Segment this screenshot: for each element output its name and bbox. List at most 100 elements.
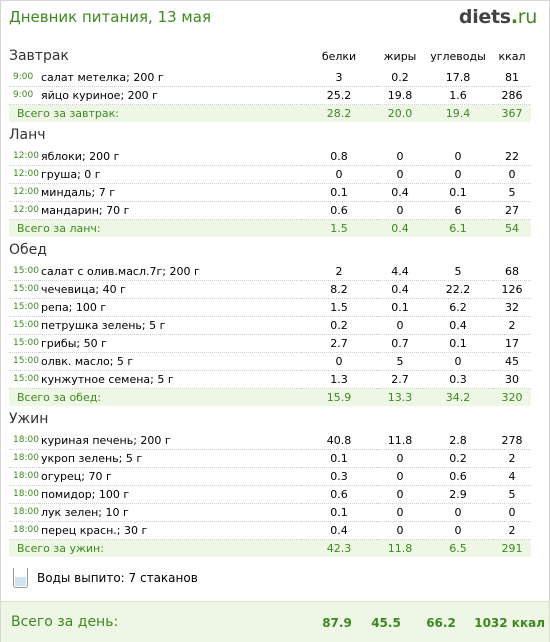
meals-table: Завтрак белки жиры углеводы ккал 9:00 салат ме… <box>9 43 532 557</box>
meal-title: Ужин <box>9 411 49 427</box>
food-fats: 0.7 <box>377 334 424 353</box>
meal-total-carbs: 6.1 <box>423 219 494 237</box>
meal-total-kcal: 367 <box>493 104 532 122</box>
food-row[interactable]: 15:00 репа; 100 г 1.5 0.1 6.2 32 <box>9 298 532 317</box>
food-proteins: 1.5 <box>301 298 378 317</box>
meal-total-row: Всего за ужин: 42.3 11.8 6.5 291 <box>9 539 532 557</box>
food-name: петрушка зелень; 5 г <box>39 316 302 335</box>
food-kcal: 5 <box>493 183 532 202</box>
page-title: Дневник питания, 13 мая <box>9 8 211 26</box>
meal-total-proteins: 15.9 <box>301 388 378 406</box>
food-row[interactable]: 15:00 олвк. масло; 5 г 0 5 0 45 <box>9 352 532 371</box>
food-name: репа; 100 г <box>39 298 302 317</box>
meal-total-proteins: 1.5 <box>301 219 378 237</box>
food-proteins: 1.3 <box>301 370 378 389</box>
food-proteins: 0.6 <box>301 201 378 220</box>
logo-dot: . <box>510 6 518 28</box>
food-carbs: 0 <box>423 503 494 522</box>
food-carbs: 2.8 <box>423 432 494 450</box>
food-kcal: 27 <box>493 201 532 220</box>
column-carbs: углеводы <box>430 49 486 63</box>
food-row[interactable]: 18:00 куриная печень; 200 г 40.8 11.8 2.8 278 <box>9 432 532 450</box>
day-total-bar: Всего за день: 87.9 45.5 66.2 1032 ккал <box>1 601 549 642</box>
day-total-fats: 45.5 <box>371 616 401 630</box>
food-kcal: 17 <box>493 334 532 353</box>
site-logo[interactable]: diets.ru <box>459 6 537 28</box>
food-row[interactable]: 12:00 миндаль; 7 г 0.1 0.4 0.1 5 <box>9 183 532 202</box>
food-time: 15:00 <box>9 334 39 353</box>
food-fats: 0.1 <box>377 298 424 317</box>
water-text: Воды выпито: 7 стаканов <box>37 571 198 585</box>
food-kcal: 22 <box>493 148 532 166</box>
food-row[interactable]: 9:00 салат метелка; 200 г 3 0.2 17.8 81 <box>9 69 532 87</box>
food-kcal: 126 <box>493 280 532 299</box>
food-name: укроп зелень; 5 г <box>39 449 302 468</box>
food-row[interactable]: 15:00 кунжутное семена; 5 г 1.3 2.7 0.3 30 <box>9 370 532 389</box>
food-proteins: 0.2 <box>301 316 378 335</box>
food-carbs: 0.2 <box>423 449 494 468</box>
header-spacer <box>301 122 531 148</box>
food-time: 15:00 <box>9 352 39 371</box>
meal-total-proteins: 28.2 <box>301 104 378 122</box>
food-time: 18:00 <box>9 521 39 540</box>
food-row[interactable]: 18:00 перец красн.; 30 г 0.4 0 0 2 <box>9 521 532 540</box>
food-row[interactable]: 12:00 яблоки; 200 г 0.8 0 0 22 <box>9 148 532 166</box>
meal-total-row: Всего за завтрак: 28.2 20.0 19.4 367 <box>9 104 532 122</box>
food-name: яблоки; 200 г <box>39 148 302 166</box>
food-fats: 0.2 <box>377 69 424 87</box>
food-carbs: 1.6 <box>423 86 494 105</box>
food-fats: 0 <box>377 485 424 504</box>
meal-title: Обед <box>9 242 47 258</box>
food-kcal: 2 <box>493 449 532 468</box>
food-fats: 0.4 <box>377 280 424 299</box>
food-time: 12:00 <box>9 148 39 166</box>
food-carbs: 6.2 <box>423 298 494 317</box>
food-carbs: 6 <box>423 201 494 220</box>
food-time: 15:00 <box>9 298 39 317</box>
food-proteins: 0.4 <box>301 521 378 540</box>
food-time: 9:00 <box>9 69 39 87</box>
food-name: перец красн.; 30 г <box>39 521 302 540</box>
food-name: салат с олив.масл.7г; 200 г <box>39 263 302 281</box>
meal-total-fats: 20.0 <box>377 104 424 122</box>
food-fats: 0 <box>377 165 424 184</box>
meal-header-row: Обед <box>9 237 531 263</box>
food-fats: 19.8 <box>377 86 424 105</box>
food-row[interactable]: 9:00 яйцо куриное; 200 г 25.2 19.8 1.6 286 <box>9 86 532 105</box>
food-name: огурец; 70 г <box>39 467 302 486</box>
meal-total-row: Всего за обед: 15.9 13.3 34.2 320 <box>9 388 532 406</box>
food-row[interactable]: 18:00 огурец; 70 г 0.3 0 0.6 4 <box>9 467 532 486</box>
food-carbs: 0.6 <box>423 467 494 486</box>
meal-title: Ланч <box>9 127 46 143</box>
food-carbs: 0 <box>423 148 494 166</box>
food-row[interactable]: 15:00 грибы; 50 г 2.7 0.7 0.1 17 <box>9 334 532 353</box>
food-row[interactable]: 15:00 чечевица; 40 г 8.2 0.4 22.2 126 <box>9 280 532 299</box>
meal-total-proteins: 42.3 <box>301 539 378 557</box>
food-proteins: 0.6 <box>301 485 378 504</box>
food-row[interactable]: 15:00 салат с олив.масл.7г; 200 г 2 4.4 5 68 <box>9 263 532 281</box>
food-time: 18:00 <box>9 432 39 450</box>
day-total-proteins: 87.9 <box>322 616 352 630</box>
food-proteins: 25.2 <box>301 86 378 105</box>
food-name: куриная печень; 200 г <box>39 432 302 450</box>
food-proteins: 2 <box>301 263 378 281</box>
food-row[interactable]: 12:00 мандарин; 70 г 0.6 0 6 27 <box>9 201 532 220</box>
food-row[interactable]: 18:00 укроп зелень; 5 г 0.1 0 0.2 2 <box>9 449 532 468</box>
food-time: 15:00 <box>9 280 39 299</box>
meal-header-row: Завтрак белки жиры углеводы ккал <box>9 43 531 69</box>
food-proteins: 2.7 <box>301 334 378 353</box>
food-name: кунжутное семена; 5 г <box>39 370 302 389</box>
food-fats: 0 <box>377 449 424 468</box>
food-time: 12:00 <box>9 165 39 184</box>
food-kcal: 2 <box>493 316 532 335</box>
food-carbs: 0 <box>423 352 494 371</box>
food-row[interactable]: 18:00 помидор; 100 г 0.6 0 2.9 5 <box>9 485 532 504</box>
column-fats: жиры <box>383 49 417 63</box>
food-row[interactable]: 18:00 лук зелен; 10 г 0.1 0 0 0 <box>9 503 532 522</box>
food-fats: 0 <box>377 148 424 166</box>
food-row[interactable]: 15:00 петрушка зелень; 5 г 0.2 0 0.4 2 <box>9 316 532 335</box>
logo-main: diets <box>458 6 511 28</box>
meal-total-kcal: 54 <box>493 219 532 237</box>
meal-total-fats: 0.4 <box>377 219 424 237</box>
